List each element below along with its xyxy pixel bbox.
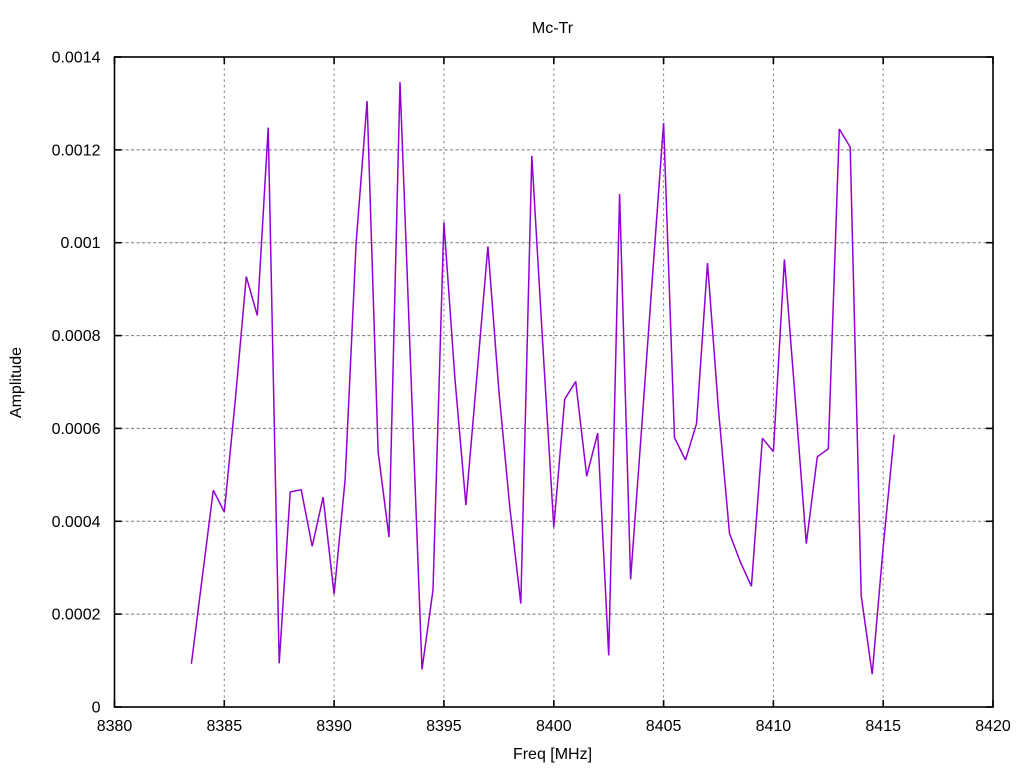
svg-text:8420: 8420 [975, 718, 1011, 735]
svg-text:8395: 8395 [426, 718, 462, 735]
svg-text:0.0002: 0.0002 [52, 607, 101, 624]
svg-text:Freq [MHz]: Freq [MHz] [513, 746, 592, 763]
svg-text:0: 0 [92, 700, 101, 717]
svg-text:0.0014: 0.0014 [52, 50, 101, 67]
svg-text:8385: 8385 [207, 718, 243, 735]
svg-text:0.0008: 0.0008 [52, 328, 101, 345]
svg-text:8390: 8390 [316, 718, 352, 735]
svg-text:8380: 8380 [97, 718, 133, 735]
svg-text:0.0012: 0.0012 [52, 142, 101, 159]
svg-text:Amplitude: Amplitude [8, 347, 25, 418]
svg-text:0.0006: 0.0006 [52, 421, 101, 438]
svg-text:8405: 8405 [646, 718, 682, 735]
svg-text:8400: 8400 [536, 718, 572, 735]
svg-text:0.0004: 0.0004 [52, 514, 101, 531]
svg-text:8415: 8415 [865, 718, 901, 735]
svg-text:8410: 8410 [756, 718, 792, 735]
svg-text:0.001: 0.001 [60, 235, 100, 252]
svg-text:Mc-Tr: Mc-Tr [532, 20, 574, 37]
